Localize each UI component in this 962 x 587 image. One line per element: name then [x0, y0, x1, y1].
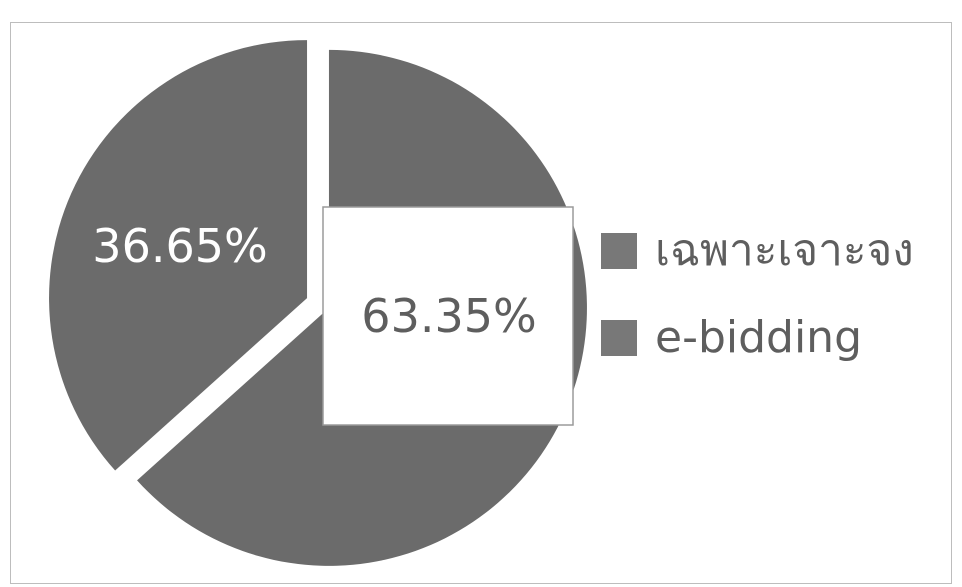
legend-swatch-ebidding [601, 320, 637, 356]
legend: เฉพาะเจาะจง e-bidding [601, 225, 914, 363]
data-label-box [322, 206, 574, 426]
pie-slice-specific [49, 40, 308, 471]
legend-label-specific: เฉพาะเจาะจง [655, 225, 914, 276]
data-label-ebidding: 63.35% [361, 289, 536, 343]
legend-label-ebidding: e-bidding [655, 312, 862, 363]
legend-swatch-specific [601, 233, 637, 269]
data-label-specific: 36.65% [92, 219, 267, 273]
